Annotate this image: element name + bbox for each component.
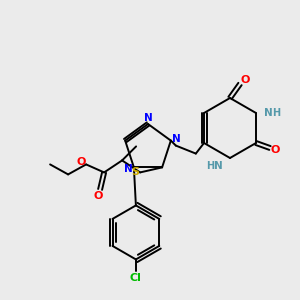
Text: N: N xyxy=(124,164,132,174)
Text: H: H xyxy=(206,161,214,171)
Text: O: O xyxy=(270,145,280,155)
Text: H: H xyxy=(272,108,280,118)
Text: N: N xyxy=(264,108,272,118)
Text: O: O xyxy=(93,191,103,201)
Text: S: S xyxy=(131,167,139,177)
Text: N: N xyxy=(214,161,222,171)
Text: N: N xyxy=(144,113,152,123)
Text: O: O xyxy=(240,75,250,85)
Text: O: O xyxy=(76,158,86,167)
Text: Cl: Cl xyxy=(130,273,142,284)
Text: N: N xyxy=(172,134,181,144)
